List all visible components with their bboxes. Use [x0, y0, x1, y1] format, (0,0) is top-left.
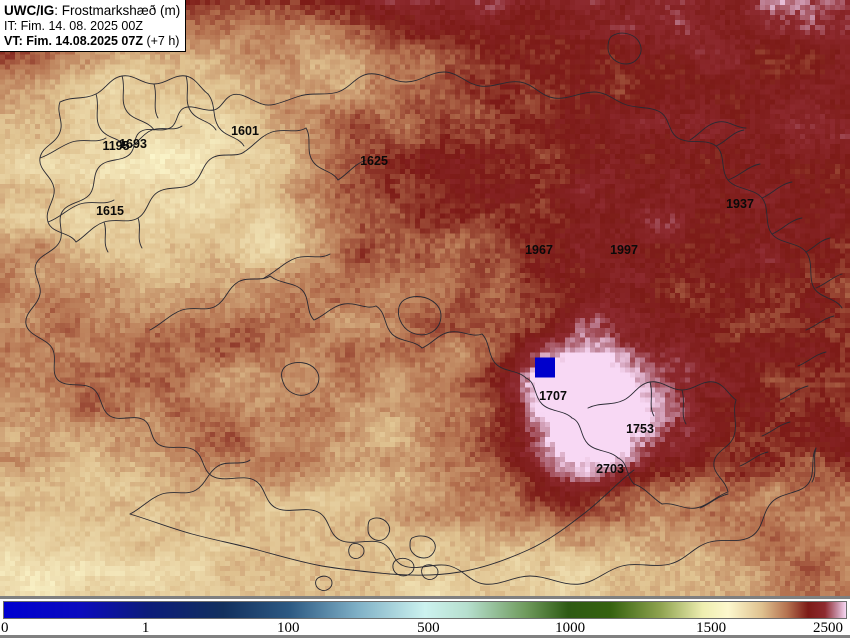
coastline-path: [121, 75, 155, 131]
model-name: UWC/IG: [4, 3, 55, 18]
colorbar-tick-0: 0: [1, 620, 9, 636]
coastline-overlay: [25, 32, 843, 591]
coastline-path: [805, 237, 831, 253]
map-value-label-1601: 1601: [231, 124, 259, 138]
coastline-path: [481, 333, 527, 379]
coastline-path: [315, 575, 333, 591]
colorbar-tick-1500: 1500: [696, 620, 727, 636]
coastline-path: [375, 305, 423, 349]
coastline-path: [715, 129, 745, 147]
coastline-path: [269, 275, 315, 321]
coastline-path: [607, 32, 642, 65]
map-value-label-1753: 1753: [626, 422, 654, 436]
coastline-path: [699, 493, 729, 509]
coastline-path: [761, 181, 793, 199]
coastline-path: [337, 159, 367, 181]
coastline-path: [207, 93, 245, 147]
colorbar[interactable]: [3, 601, 847, 619]
coastline-path: [797, 351, 827, 367]
map-value-label-1195: 1195: [102, 139, 130, 153]
info-header-box: UWC/IG: Frostmarkshæð (m) IT: Fim. 14. 0…: [0, 0, 187, 53]
coastline-path: [305, 127, 339, 181]
coastline-path: [739, 451, 769, 467]
coastline-path: [129, 469, 635, 576]
coastline-path: [137, 217, 143, 249]
coastline-path: [59, 75, 209, 103]
coastline-path: [157, 151, 245, 193]
valid-time-value: VT: Fim. 14.08.2025 07Z: [4, 33, 143, 48]
colorbar-bottom-rule: [0, 635, 850, 638]
coastline-path: [761, 421, 791, 437]
map-value-label-1997: 1997: [610, 243, 638, 257]
coastline-path: [771, 217, 803, 235]
coastline-path: [811, 447, 817, 483]
colorbar-tick-100: 100: [277, 620, 300, 636]
coastline-path: [367, 517, 391, 541]
colorbar-tick-labels: 0 1 100 500 1000 1500 2500: [0, 620, 850, 636]
header-line-valid-time: VT: Fim. 14.08.2025 07Z (+7 h): [4, 34, 180, 49]
coastline-path: [47, 199, 115, 223]
coastline-path: [75, 191, 159, 243]
coastline-path: [25, 93, 817, 585]
colorbar-tick-1: 1: [141, 620, 150, 636]
coastline-path: [149, 275, 271, 331]
coastline-path: [633, 483, 663, 505]
coastline-path: [421, 564, 439, 580]
coastline-path: [281, 362, 320, 396]
coastline-path: [617, 457, 635, 485]
coastline-path: [661, 491, 729, 509]
coastline-path: [727, 163, 761, 181]
coastline-path: [689, 121, 747, 141]
map-value-label-1693: 1693: [119, 137, 147, 151]
coastline-path: [127, 125, 183, 149]
coastline-path: [299, 71, 843, 309]
coastline-path: [313, 303, 377, 321]
map-value-label-1615: 1615: [96, 204, 124, 218]
coastline-path: [103, 221, 109, 253]
coastline-path: [571, 417, 619, 459]
map-value-label-1707: 1707: [539, 389, 567, 403]
map-canvas[interactable]: 1195 1693 1615 1601 1625 1937 1967 1997 1707 1753…: [0, 0, 850, 596]
coastline-path: [649, 381, 655, 417]
coastline-path: [348, 543, 365, 559]
coastline-path: [805, 315, 835, 331]
valid-time-offset: (+7 h): [142, 33, 180, 48]
coastline-path: [587, 381, 737, 409]
colorbar-tick-2500: 2500: [813, 620, 843, 636]
map-value-label-2703: 2703: [596, 462, 624, 476]
colorbar-top-rule: [0, 596, 850, 599]
colorbar-gradient: [4, 602, 846, 618]
coastline-path: [185, 75, 217, 131]
coastline-path: [713, 399, 737, 493]
coastline-path: [153, 83, 159, 119]
coastline-path: [243, 127, 307, 153]
coastline-path: [95, 93, 129, 149]
header-line-init-time: IT: Fim. 14. 08. 2025 00Z: [4, 18, 143, 33]
map-value-label-1625: 1625: [360, 154, 388, 168]
colorbar-tick-500: 500: [417, 620, 440, 636]
header-line-parameter: UWC/IG: Frostmarkshæð (m): [4, 3, 180, 19]
coastline-path: [525, 377, 573, 419]
map-value-label-1967: 1967: [525, 243, 553, 257]
coastline-path: [263, 253, 331, 279]
coastline-path: [39, 101, 77, 243]
coastline-path: [681, 389, 687, 425]
coastline-path: [421, 331, 483, 349]
coastline-path: [397, 296, 442, 336]
coastline-path: [815, 273, 843, 289]
coastline-path: [779, 385, 809, 401]
coastline-path: [409, 535, 436, 559]
coastline-path: [129, 459, 251, 515]
coastline-path: [39, 137, 107, 159]
parameter-name: : Frostmarkshæð (m): [54, 3, 181, 18]
coastline-path: [392, 557, 415, 577]
colorbar-panel: 0 1 100 500 1000 1500 2500: [0, 596, 850, 638]
map-value-label-1937: 1937: [726, 197, 754, 211]
colorbar-tick-1000: 1000: [555, 620, 586, 636]
